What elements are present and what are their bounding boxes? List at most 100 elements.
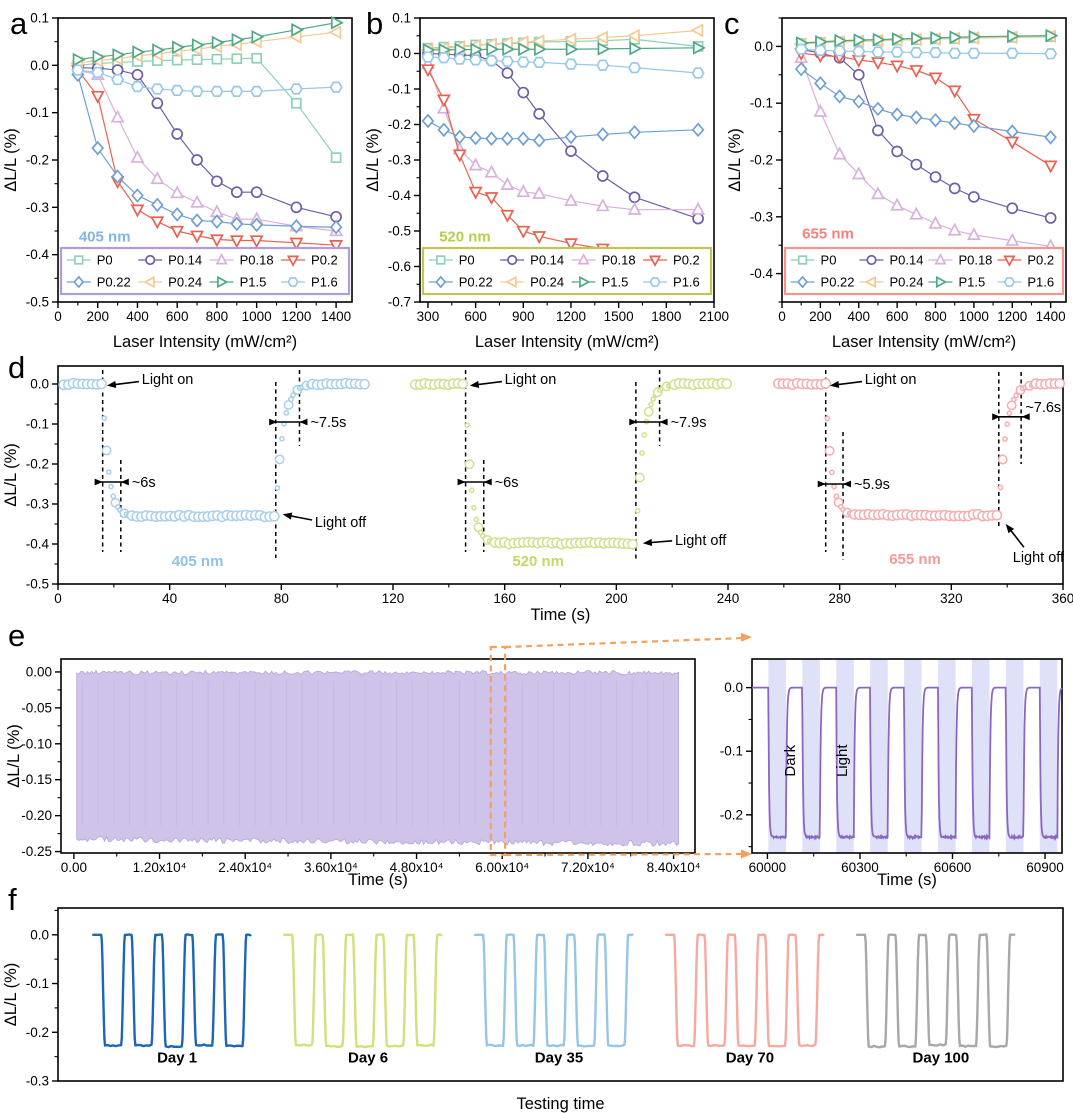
svg-text:0.0: 0.0: [30, 377, 49, 392]
y-axis-title: ΔL/L (%): [726, 128, 744, 192]
x-axis-title: Laser Intensity (mW/cm²): [832, 333, 1016, 351]
svg-text:320: 320: [940, 591, 963, 606]
y-axis-title: ΔL/L (%): [2, 963, 20, 1027]
series-P1.5: [72, 15, 344, 67]
svg-text:P0.18: P0.18: [240, 253, 274, 268]
light_label: Light: [834, 744, 851, 777]
y-axis-title: ΔL/L (%): [364, 128, 382, 192]
svg-text:1800: 1800: [651, 309, 681, 324]
plot-frame: [57, 907, 1064, 1082]
svg-text:P0.24: P0.24: [168, 275, 202, 290]
svg-text:160: 160: [493, 591, 516, 606]
panel-label-c: c: [724, 6, 740, 41]
svg-text:~7.9s: ~7.9s: [671, 415, 707, 431]
svg-text:0.1: 0.1: [30, 11, 49, 26]
svg-text:60000: 60000: [749, 860, 787, 875]
svg-text:-0.2: -0.2: [388, 117, 411, 132]
svg-text:-0.1: -0.1: [26, 105, 49, 120]
chart-d-svg: 0 40 80 120 160 200 240 280 320 360 0.0 -0.1 -0.2 -0.…: [2, 365, 1073, 624]
svg-text:-0.4: -0.4: [750, 266, 774, 281]
svg-text:-0.1: -0.1: [750, 96, 773, 111]
svg-text:P0.14: P0.14: [530, 253, 564, 268]
svg-text:3.60x10⁴: 3.60x10⁴: [304, 860, 358, 875]
svg-text:P0.14: P0.14: [890, 253, 924, 268]
svg-text:800: 800: [924, 309, 947, 324]
y-axis-title: ΔL/L (%): [2, 128, 20, 192]
svg-text:1200: 1200: [281, 309, 311, 324]
svg-text:P0.22: P0.22: [821, 275, 855, 290]
day-label: Day 35: [535, 1049, 583, 1066]
pulse-group-Day-1: Day 1: [91, 933, 252, 1066]
series-P1.6: [421, 51, 705, 79]
panel-d-chart: 0 40 80 120 160 200 240 280 320 360 0.0 -0.1 -0.2 -0.…: [0, 355, 1073, 625]
svg-text:200: 200: [605, 591, 628, 606]
svg-text:1000: 1000: [959, 309, 989, 324]
x-axis-title: Testing time: [516, 1095, 604, 1113]
light_on-annotation: Light on: [865, 372, 917, 388]
svg-text:-0.1: -0.1: [720, 744, 743, 759]
panel-label-a: a: [10, 6, 28, 41]
svg-text:P0.24: P0.24: [890, 275, 924, 290]
svg-text:1000: 1000: [242, 309, 272, 324]
svg-text:200: 200: [86, 309, 109, 324]
svg-text:P0.22: P0.22: [97, 275, 131, 290]
svg-text:~6s: ~6s: [495, 475, 519, 491]
svg-text:P0: P0: [97, 253, 113, 268]
x-axis-title: Laser Intensity (mW/cm²): [475, 333, 659, 351]
wavelength-label-d: 655 nm: [889, 551, 941, 568]
wavelength-label-c: 655 nm: [802, 225, 854, 242]
svg-text:P1.5: P1.5: [240, 275, 267, 290]
legend: P0 P0.14 P0.18 P0.2 P0.22 P0.24 P1.5 P1.6: [421, 246, 713, 296]
svg-text:-0.3: -0.3: [26, 200, 49, 215]
series-P1.6: [794, 43, 1058, 60]
svg-text:-0.4: -0.4: [26, 537, 50, 552]
svg-text:7.20x10⁴: 7.20x10⁴: [561, 860, 615, 875]
svg-text:0.0: 0.0: [30, 58, 49, 73]
svg-text:2.40x10⁴: 2.40x10⁴: [218, 860, 272, 875]
svg-text:900: 900: [512, 309, 535, 324]
pulse-group-Day-6: Day 6: [282, 933, 443, 1066]
svg-text:800: 800: [206, 309, 229, 324]
svg-text:0.0: 0.0: [754, 39, 773, 54]
svg-text:P1.6: P1.6: [1027, 275, 1054, 290]
light_on-annotation: Light on: [505, 372, 557, 388]
svg-text:~7.5s: ~7.5s: [310, 415, 346, 431]
svg-text:-0.3: -0.3: [26, 1074, 49, 1089]
series-P0.2: [70, 64, 344, 254]
svg-text:P1.6: P1.6: [673, 275, 700, 290]
svg-text:600: 600: [464, 309, 487, 324]
svg-text:-0.2: -0.2: [26, 153, 49, 168]
svg-text:-0.1: -0.1: [26, 417, 49, 432]
svg-text:280: 280: [828, 591, 851, 606]
legend: P0 P0.14 P0.18 P0.2 P0.22 P0.24 P1.5 P1.6: [783, 246, 1065, 296]
svg-text:600: 600: [886, 309, 909, 324]
svg-text:1400: 1400: [1036, 309, 1066, 324]
svg-text:1400: 1400: [321, 309, 351, 324]
svg-text:0.0: 0.0: [392, 46, 411, 61]
svg-text:~5.9s: ~5.9s: [854, 477, 890, 493]
series-P0.18: [794, 49, 1058, 252]
svg-text:P1.6: P1.6: [311, 275, 338, 290]
light_off-annotation: Light off: [315, 515, 367, 531]
pulse-group-Day-100: Day 100: [855, 933, 1016, 1066]
pulse-group-Day-70: Day 70: [664, 933, 825, 1066]
svg-text:-0.6: -0.6: [388, 259, 411, 274]
svg-text:-0.5: -0.5: [388, 224, 411, 239]
pulse-405 nm: Light on Light off ~6s ~7.5s 405 nm: [58, 370, 370, 570]
wavelength-label-d: 520 nm: [512, 553, 564, 570]
svg-text:120: 120: [382, 591, 405, 606]
svg-text:240: 240: [717, 591, 740, 606]
svg-text:P0.24: P0.24: [530, 275, 564, 290]
panel-label-b: b: [366, 6, 384, 41]
svg-text:-0.25: -0.25: [21, 844, 52, 859]
svg-text:~7.6s: ~7.6s: [1025, 400, 1061, 416]
svg-text:80: 80: [274, 591, 289, 606]
chart-c-svg: 0 200 400 600 800 1000 1200 1400 0.0 -0.1 -0.2 -0.3…: [726, 17, 1067, 351]
svg-text:600: 600: [166, 309, 189, 324]
svg-text:P0: P0: [459, 253, 475, 268]
zoom-box: [489, 645, 507, 857]
svg-text:~6s: ~6s: [132, 475, 156, 491]
svg-text:400: 400: [847, 309, 870, 324]
svg-text:0.00: 0.00: [26, 664, 52, 679]
chart-f-svg: 0.0 -0.1 -0.2 -0.3 Testing time ΔL/L (%) Day 1…: [2, 907, 1064, 1113]
